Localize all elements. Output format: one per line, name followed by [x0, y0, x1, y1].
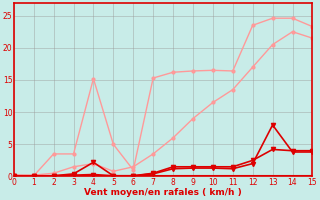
X-axis label: Vent moyen/en rafales ( km/h ): Vent moyen/en rafales ( km/h )	[84, 188, 242, 197]
